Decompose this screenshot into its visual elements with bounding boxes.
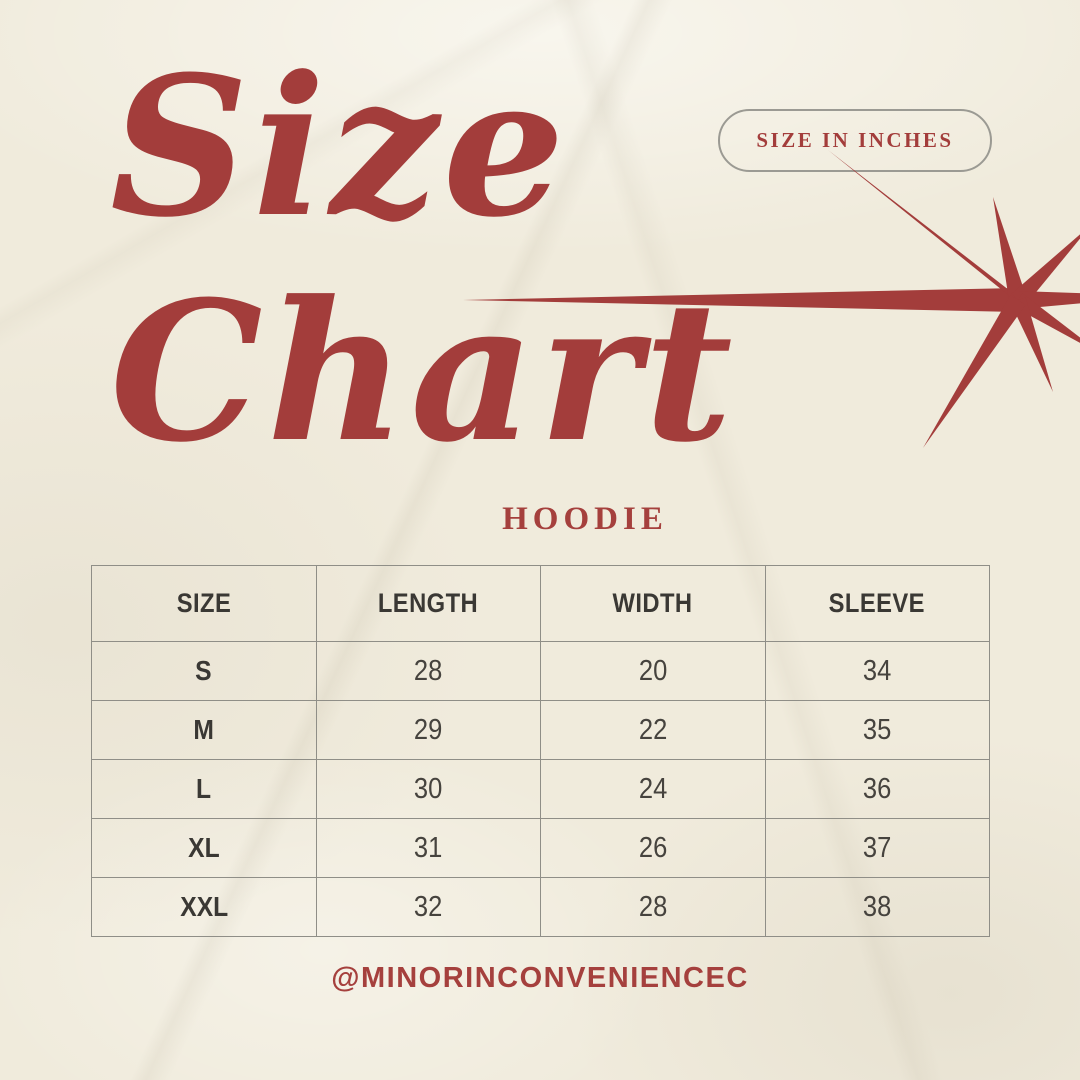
page-title: Size Chart [110, 35, 737, 485]
size-cell: XXL [91, 877, 317, 937]
length-cell: 28 [315, 641, 541, 701]
product-subtitle: HOODIE [502, 501, 668, 537]
width-cell: 20 [540, 641, 766, 701]
sleeve-cell: 34 [764, 641, 990, 701]
size-cell: M [91, 700, 317, 760]
column-header-width: WIDTH [540, 565, 766, 642]
width-cell: 22 [540, 700, 766, 760]
size-cell: S [91, 641, 317, 701]
length-cell: 31 [315, 818, 541, 878]
column-header-length: LENGTH [315, 565, 541, 642]
sleeve-cell: 37 [764, 818, 990, 878]
width-cell: 26 [540, 818, 766, 878]
table-row-s: S 28 20 34 [91, 641, 990, 701]
table-header-row: SIZE LENGTH WIDTH SLEEVE [91, 565, 990, 642]
title-line-2: Chart [110, 259, 737, 485]
length-cell: 32 [315, 877, 541, 937]
table-row-xxl: XXL 32 28 38 [91, 877, 990, 937]
title-line-1: Size [110, 35, 569, 260]
size-units-badge-label: SIZE IN INCHES [756, 128, 954, 152]
table-row-l: L 30 24 36 [91, 759, 990, 819]
table-row-m: M 29 22 35 [91, 700, 990, 760]
width-cell: 28 [540, 877, 766, 937]
length-cell: 29 [315, 700, 541, 760]
column-header-sleeve: SLEEVE [764, 565, 990, 642]
sleeve-cell: 35 [764, 700, 990, 760]
column-header-size: SIZE [91, 565, 317, 642]
length-cell: 30 [315, 759, 541, 819]
brand-handle: @MINORINCONVENIENCEC [331, 962, 749, 994]
width-cell: 24 [540, 759, 766, 819]
size-units-badge: SIZE IN INCHES [718, 109, 992, 172]
size-cell: XL [91, 818, 317, 878]
sleeve-cell: 36 [764, 759, 990, 819]
size-chart-table: SIZE LENGTH WIDTH SLEEVE S 28 20 34 M 29… [91, 565, 990, 937]
size-cell: L [91, 759, 317, 819]
sleeve-cell: 38 [764, 877, 990, 937]
table-row-xl: XL 31 26 37 [91, 818, 990, 878]
